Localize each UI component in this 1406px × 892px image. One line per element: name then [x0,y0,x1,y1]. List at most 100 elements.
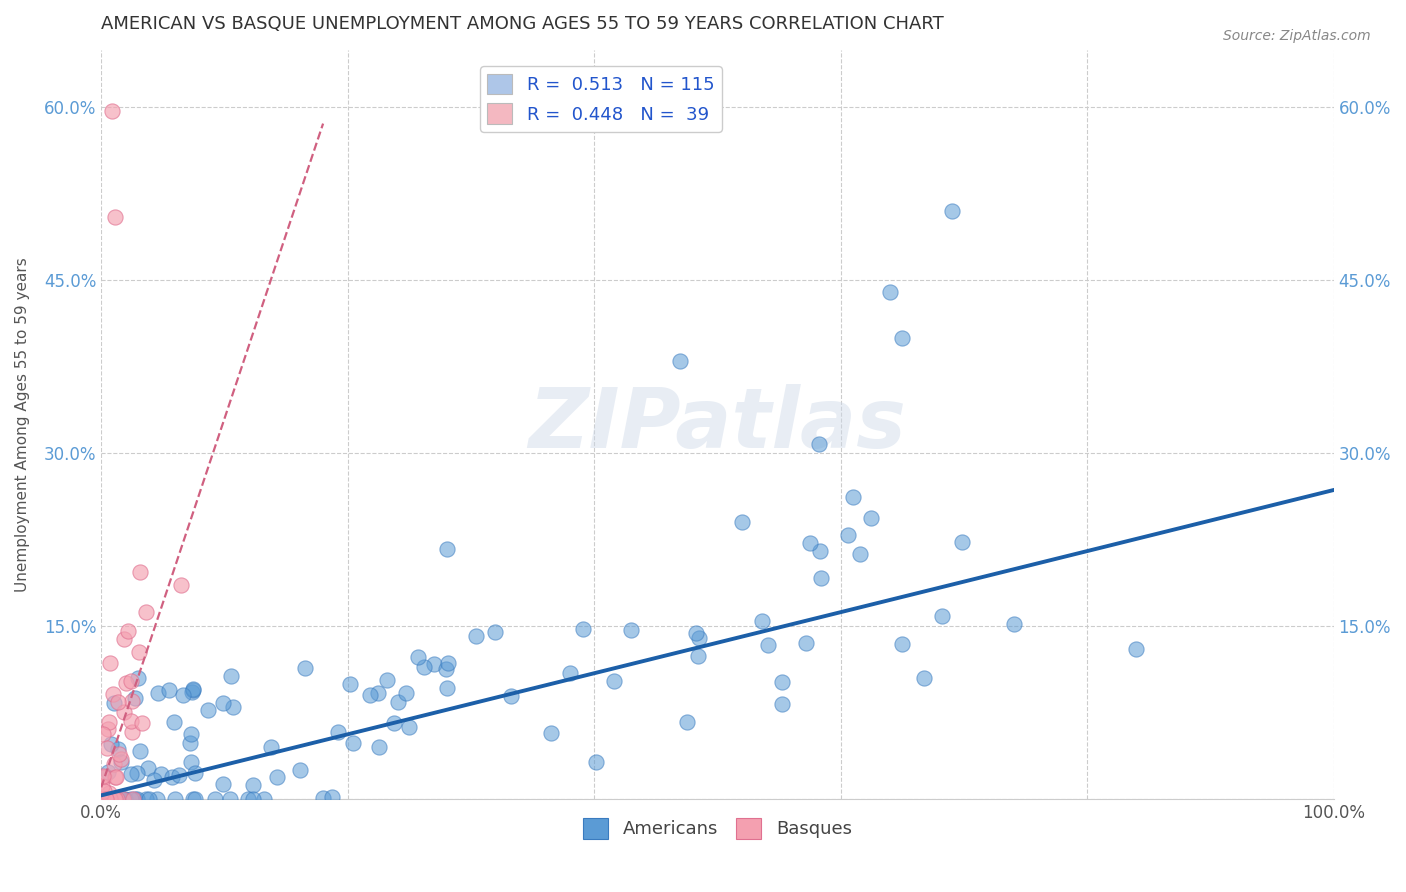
Point [91,792,114,806]
Point [104,210,127,224]
Point [138,792,160,806]
Point [572,622,595,636]
Point [339,677,361,691]
Point [484,624,506,639]
Point [799,536,821,550]
Point [375,673,398,687]
Point [367,740,389,755]
Point [93,784,115,798]
Point [941,204,963,219]
Point [120,714,142,728]
Point [184,792,207,806]
Point [931,608,953,623]
Point [97,715,120,730]
Point [794,635,817,649]
Point [104,770,127,784]
Point [384,716,406,731]
Point [100,792,122,806]
Point [434,662,457,676]
Point [326,724,349,739]
Point [103,792,125,806]
Point [107,695,129,709]
Point [131,716,153,731]
Point [891,331,914,345]
Text: AMERICAN VS BASQUE UNEMPLOYMENT AMONG AGES 55 TO 59 YEARS CORRELATION CHART: AMERICAN VS BASQUE UNEMPLOYMENT AMONG AG… [101,15,943,33]
Point [129,566,152,580]
Point [167,768,190,782]
Point [412,659,434,673]
Point [172,688,194,702]
Point [94,792,117,806]
Point [260,740,283,755]
Point [219,792,242,806]
Point [135,605,157,619]
Point [112,705,135,719]
Point [408,650,430,665]
Point [93,770,115,784]
Point [860,511,883,525]
Point [669,354,692,368]
Point [499,689,522,703]
Point [125,765,148,780]
Point [91,792,114,806]
Point [96,741,118,756]
Point [685,626,707,640]
Point [808,544,831,558]
Point [162,715,184,730]
Point [96,792,118,806]
Point [770,674,793,689]
Point [143,772,166,787]
Point [603,674,626,689]
Point [312,791,335,805]
Point [93,792,115,806]
Point [848,547,870,561]
Point [1125,642,1147,657]
Point [560,666,582,681]
Point [181,681,204,696]
Point [266,770,288,784]
Point [879,285,901,299]
Point [104,792,127,806]
Point [150,767,173,781]
Point [127,671,149,685]
Point [675,714,697,729]
Point [107,741,129,756]
Text: ZIPatlas: ZIPatlas [529,384,907,465]
Point [540,726,562,740]
Point [842,491,865,505]
Point [1002,617,1025,632]
Point [101,103,124,118]
Point [115,676,138,690]
Point [91,727,114,741]
Point [387,695,409,709]
Point [91,780,114,794]
Point [112,792,135,806]
Point [121,694,143,708]
Point [110,752,132,766]
Point [98,792,121,806]
Point [395,686,418,700]
Point [105,792,128,806]
Point [620,623,643,637]
Point [770,697,793,711]
Point [120,673,142,688]
Point [117,624,139,638]
Point [359,689,381,703]
Point [253,792,276,806]
Point [731,516,754,530]
Point [112,632,135,646]
Point [122,792,145,806]
Point [98,786,121,800]
Point [180,755,202,769]
Point [157,683,180,698]
Point [97,722,120,736]
Point [837,528,859,542]
Point [756,639,779,653]
Point [104,770,127,784]
Point [124,691,146,706]
Point [912,671,935,685]
Point [91,792,114,806]
Legend: Americans, Basques: Americans, Basques [576,811,859,846]
Point [100,737,122,751]
Point [180,727,202,741]
